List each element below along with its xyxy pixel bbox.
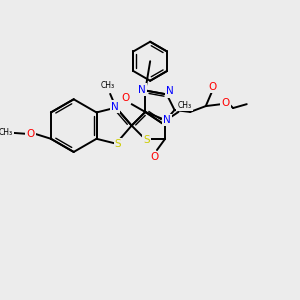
Text: O: O	[122, 93, 130, 103]
Text: O: O	[208, 82, 217, 92]
Text: S: S	[143, 135, 150, 145]
Text: O: O	[150, 152, 158, 162]
Text: N: N	[163, 115, 171, 125]
Text: O: O	[26, 129, 34, 139]
Text: N: N	[166, 86, 173, 97]
Text: CH₃: CH₃	[0, 128, 13, 137]
Text: N: N	[111, 102, 119, 112]
Text: CH₃: CH₃	[177, 100, 191, 109]
Text: S: S	[115, 139, 121, 149]
Text: N: N	[139, 85, 146, 94]
Text: CH₃: CH₃	[100, 81, 114, 90]
Text: O: O	[221, 98, 230, 108]
